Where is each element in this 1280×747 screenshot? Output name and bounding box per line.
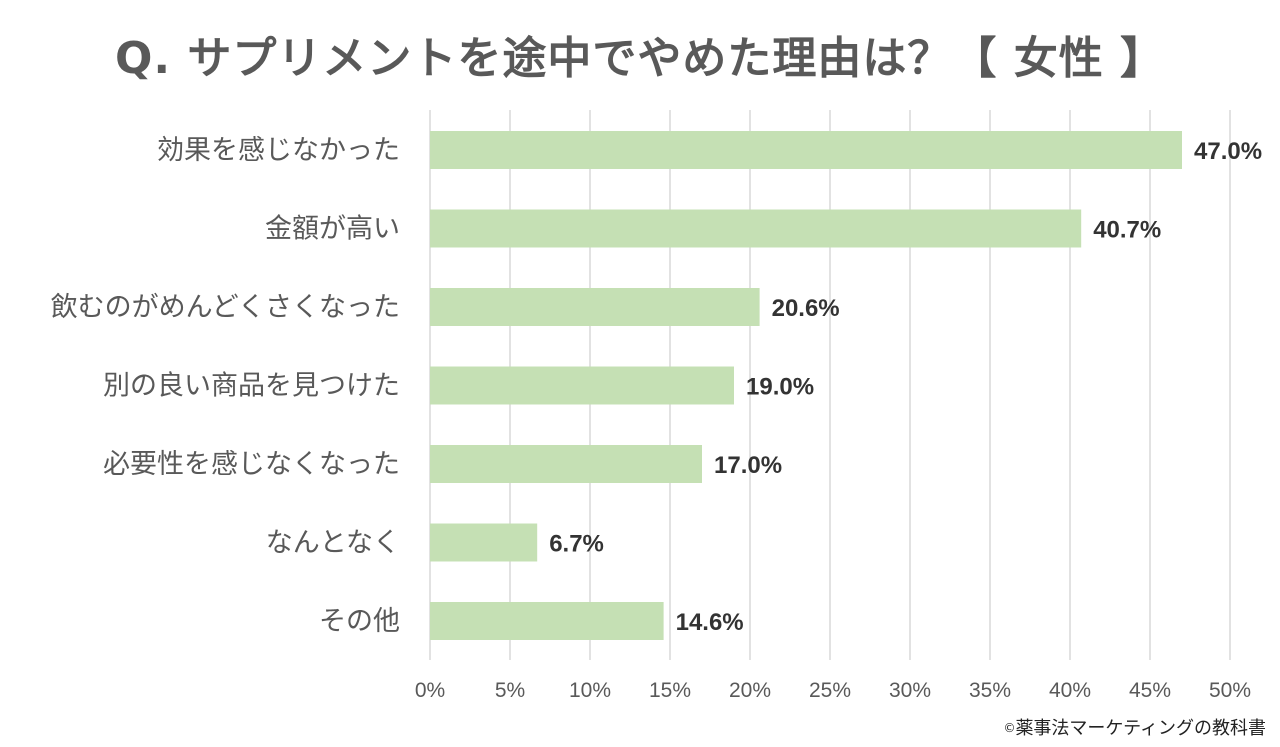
x-tick-label-20: 20%: [729, 679, 771, 702]
chart-title: Q. サプリメントを途中でやめた理由は？【 女性 】: [114, 33, 1166, 84]
category-label-3: 別の良い商品を見つけた: [103, 371, 400, 402]
x-tick-label-35: 35%: [969, 679, 1011, 702]
bar-1: [430, 209, 1082, 248]
category-label-0: 効果を感じなかった: [157, 135, 400, 166]
x-tick-label-30: 30%: [889, 679, 931, 702]
category-label-1: 金額が高い: [265, 214, 400, 245]
bar-5: [430, 523, 538, 562]
x-tick-label-15: 15%: [649, 679, 691, 702]
category-label-6: その他: [319, 606, 400, 637]
bar-3: [430, 366, 734, 405]
value-label-6: 14.6%: [676, 609, 744, 636]
category-label-2: 飲むのがめんどくさくなった: [51, 292, 400, 323]
value-label-2: 20.6%: [772, 295, 840, 322]
bar-0: [430, 131, 1182, 169]
bars: [430, 131, 1182, 640]
copyright-symbol: ©: [1003, 721, 1016, 735]
copyright-text: 薬事法マーケティングの教科書: [1015, 718, 1266, 739]
x-tick-label-50: 50%: [1209, 679, 1251, 702]
x-tick-label-0: 0%: [415, 679, 445, 702]
value-label-0: 47.0%: [1194, 138, 1262, 165]
category-label-5: なんとなく: [266, 528, 400, 559]
category-label-4: 必要性を感じなくなった: [103, 449, 400, 480]
value-label-5: 6.7%: [549, 531, 604, 558]
value-label-3: 19.0%: [746, 374, 814, 401]
x-tick-label-40: 40%: [1049, 679, 1091, 702]
bar-4: [430, 445, 702, 483]
x-tick-label-45: 45%: [1129, 679, 1171, 702]
x-tick-label-10: 10%: [569, 679, 611, 702]
bar-2: [430, 288, 760, 326]
value-label-1: 40.7%: [1093, 217, 1161, 244]
labels: 0% 5% 10% 15% 20% 25% 30% 35% 40% 45% 50% 効果を感じなかった…: [51, 135, 1262, 702]
x-tick-label-25: 25%: [809, 679, 851, 702]
copyright-credit: ©薬事法マーケティングの教科書: [1003, 714, 1266, 740]
bar-6: [430, 602, 664, 640]
x-tick-label-5: 5%: [495, 679, 525, 702]
value-label-4: 17.0%: [714, 452, 782, 479]
